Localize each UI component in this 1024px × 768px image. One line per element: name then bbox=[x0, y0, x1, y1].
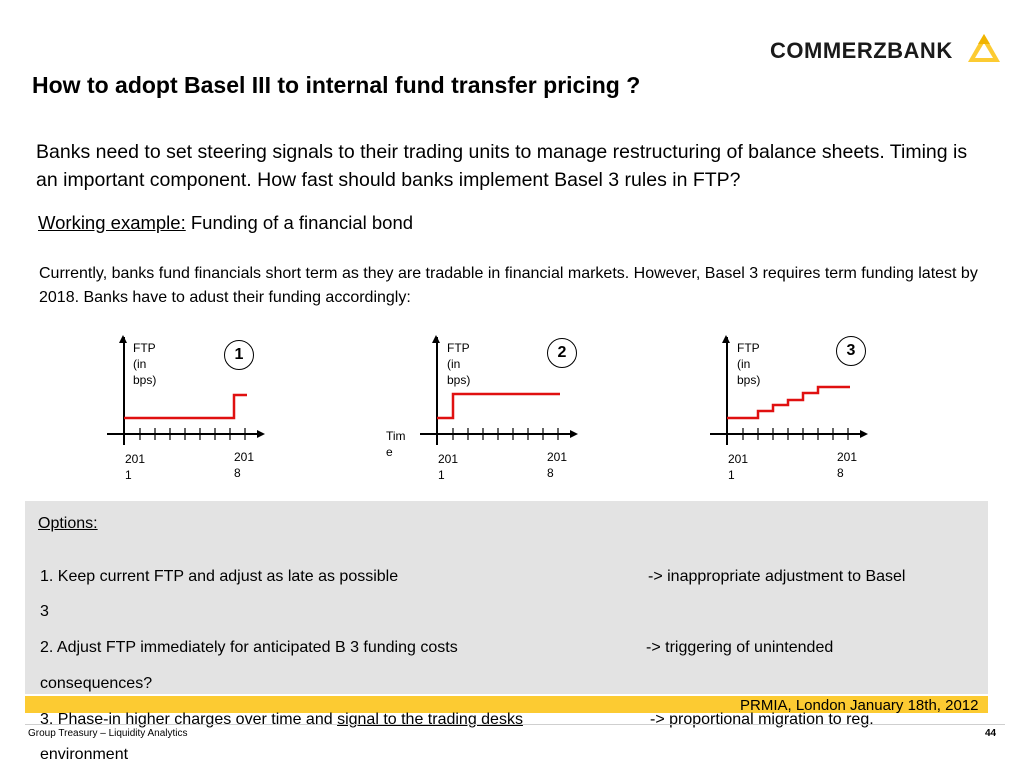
options-box bbox=[25, 501, 988, 694]
chart-1-x-end: 201 8 bbox=[234, 450, 255, 480]
working-example-label: Working example: bbox=[38, 212, 186, 233]
footer-department: Group Treasury – Liquidity Analytics bbox=[28, 728, 188, 739]
description-text: Currently, banks fund financials short t… bbox=[39, 265, 978, 306]
chart-2-plot bbox=[432, 335, 578, 440]
logo-text: COMMERZBANK bbox=[770, 38, 953, 63]
footer-accent-bar bbox=[25, 696, 988, 713]
chart-1-plot bbox=[119, 335, 265, 440]
option-3-text: 3. Phase-in higher charges over time and… bbox=[40, 711, 523, 728]
options-heading: Options: bbox=[38, 515, 98, 532]
chart-1-y-axis bbox=[123, 337, 125, 445]
chart-2-number-badge: 2 bbox=[547, 338, 577, 368]
chart-3-x-start: 201 1 bbox=[728, 452, 749, 482]
chart-2-x-start: 201 1 bbox=[438, 452, 459, 482]
working-example: Working example: Funding of a financial … bbox=[38, 212, 413, 234]
option-2-text: 2. Adjust FTP immediately for anticipate… bbox=[40, 639, 458, 656]
chart-3-number-badge: 3 bbox=[836, 336, 866, 366]
chart-3-x-end: 201 8 bbox=[837, 450, 858, 480]
event-caption: PRMIA, London January 18th, 2012 bbox=[740, 697, 979, 714]
commerzbank-ribbon-icon bbox=[968, 34, 1000, 62]
chart-1-y-label: FTP (in bps) bbox=[133, 341, 157, 387]
option-2-consequence: -> triggering of unintended bbox=[646, 639, 834, 656]
chart-3-plot bbox=[722, 335, 868, 440]
chart-2-y-axis bbox=[436, 337, 438, 445]
option-2-wrap: consequences? bbox=[40, 675, 153, 692]
option-1-text: 1. Keep current FTP and adjust as late a… bbox=[40, 568, 399, 585]
option-1-consequence: -> inappropriate adjustment to Basel bbox=[648, 568, 906, 585]
page-title: How to adopt Basel III to internal fund … bbox=[32, 72, 641, 98]
intro-text: Banks need to set steering signals to th… bbox=[36, 141, 968, 191]
option-3-consequence: -> proportional migration to reg. bbox=[650, 711, 874, 728]
trading-desks-signal: signal to the trading desks bbox=[337, 711, 523, 728]
footer-divider bbox=[25, 724, 1005, 725]
option-3-wrap: environment bbox=[40, 746, 129, 763]
page-number: 44 bbox=[985, 728, 997, 739]
chart-1-x-start: 201 1 bbox=[125, 452, 146, 482]
chart-2-x-axis-label: Tim e bbox=[386, 429, 406, 459]
chart-2-y-label: FTP (in bps) bbox=[447, 341, 471, 387]
chart-1-number-badge: 1 bbox=[224, 340, 254, 370]
working-example-text: Funding of a financial bond bbox=[185, 212, 414, 233]
chart-3-y-axis bbox=[726, 337, 728, 445]
option-1-wrap: 3 bbox=[40, 603, 49, 620]
chart-2-x-end: 201 8 bbox=[547, 450, 568, 480]
chart-3-y-label: FTP (in bps) bbox=[737, 341, 761, 387]
